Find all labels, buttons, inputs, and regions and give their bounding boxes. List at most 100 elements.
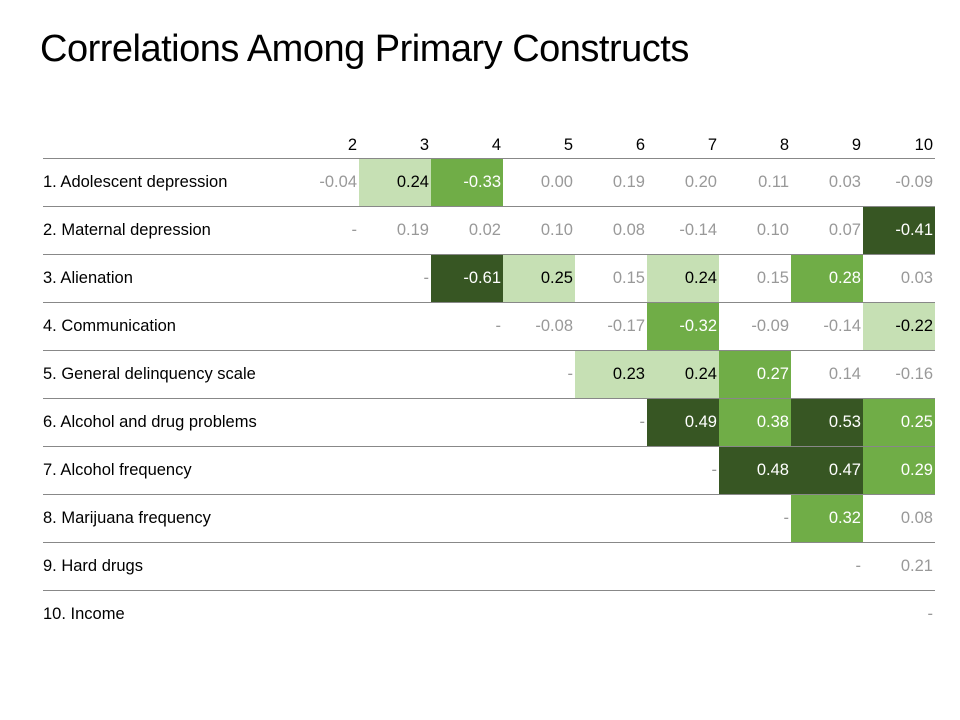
row-label: 5. General delinquency scale bbox=[43, 350, 287, 399]
table-row: 3. Alienation - -0.61 0.25 0.15 0.24 0.15 0.28 0… bbox=[43, 254, 935, 303]
correlation-cell: 0.49 bbox=[647, 398, 719, 447]
column-header: 2 bbox=[287, 132, 359, 159]
correlation-cell bbox=[359, 302, 431, 351]
correlation-cell: -0.14 bbox=[647, 206, 719, 255]
correlation-cell bbox=[287, 254, 359, 303]
correlation-cell: - bbox=[359, 254, 431, 303]
correlation-cell bbox=[503, 542, 575, 591]
correlation-cell: - bbox=[647, 446, 719, 495]
correlation-cell bbox=[431, 350, 503, 399]
correlation-cell bbox=[503, 591, 575, 639]
correlation-cell bbox=[431, 542, 503, 591]
correlation-cell: 0.25 bbox=[503, 254, 575, 303]
table-row: 9. Hard drugs -0.21 bbox=[43, 542, 935, 591]
correlation-cell bbox=[431, 494, 503, 543]
correlation-cell bbox=[359, 542, 431, 591]
correlation-cell: 0.23 bbox=[575, 350, 647, 399]
table-body: 1. Adolescent depression -0.04 0.24 -0.33 0.… bbox=[43, 158, 935, 639]
column-header: 5 bbox=[503, 132, 575, 159]
column-header: 10 bbox=[863, 132, 935, 159]
table-row: 2. Maternal depression -0.19 0.02 0.10 0.08-… bbox=[43, 206, 935, 255]
row-label: 7. Alcohol frequency bbox=[43, 446, 287, 495]
correlation-cell bbox=[647, 542, 719, 591]
correlation-cell: -0.14 bbox=[791, 302, 863, 351]
correlation-cell: -0.61 bbox=[431, 254, 503, 303]
correlation-cell: 0.15 bbox=[719, 254, 791, 303]
correlation-cell bbox=[359, 591, 431, 639]
correlation-cell bbox=[575, 446, 647, 495]
correlation-cell: 0.08 bbox=[575, 206, 647, 255]
table-row: 7. Alcohol frequency -0.48 0.47 0.29 bbox=[43, 446, 935, 495]
row-label: 8. Marijuana frequency bbox=[43, 494, 287, 543]
correlation-cell bbox=[575, 542, 647, 591]
correlation-cell: 0.14 bbox=[791, 350, 863, 399]
correlation-cell: 0.25 bbox=[863, 398, 935, 447]
column-header: 7 bbox=[647, 132, 719, 159]
correlation-cell: 0.19 bbox=[359, 206, 431, 255]
correlation-cell: -0.17 bbox=[575, 302, 647, 351]
correlation-cell: 0.15 bbox=[575, 254, 647, 303]
table-row: 6. Alcohol and drug problems -0.49 0.38 0.5… bbox=[43, 398, 935, 447]
table-row: 10. Income - bbox=[43, 591, 935, 639]
correlation-cell: -0.08 bbox=[503, 302, 575, 351]
correlation-cell: - bbox=[719, 494, 791, 543]
correlation-table: 2 3 4 5 6 7 8 9 10 1. Adolescent depression -0.04… bbox=[43, 132, 935, 638]
row-label: 4. Communication bbox=[43, 302, 287, 351]
correlation-cell: 0.20 bbox=[647, 158, 719, 207]
correlation-cell: 0.07 bbox=[791, 206, 863, 255]
row-label: 1. Adolescent depression bbox=[43, 158, 287, 207]
correlation-cell: 0.32 bbox=[791, 494, 863, 543]
correlation-cell: 0.29 bbox=[863, 446, 935, 495]
correlation-cell bbox=[287, 398, 359, 447]
correlation-cell bbox=[287, 494, 359, 543]
correlation-cell bbox=[647, 591, 719, 639]
header-label-spacer bbox=[43, 132, 287, 159]
correlation-cell: 0.53 bbox=[791, 398, 863, 447]
column-header: 6 bbox=[575, 132, 647, 159]
correlation-cell bbox=[503, 398, 575, 447]
correlation-cell: 0.28 bbox=[791, 254, 863, 303]
correlation-cell bbox=[719, 542, 791, 591]
correlation-cell: 0.47 bbox=[791, 446, 863, 495]
correlation-cell: 0.24 bbox=[647, 254, 719, 303]
correlation-cell: 0.08 bbox=[863, 494, 935, 543]
column-header: 8 bbox=[719, 132, 791, 159]
correlation-cell: 0.02 bbox=[431, 206, 503, 255]
correlation-cell: -0.04 bbox=[287, 158, 359, 207]
correlation-cell bbox=[359, 350, 431, 399]
row-label: 2. Maternal depression bbox=[43, 206, 287, 255]
correlation-cell: - bbox=[791, 542, 863, 591]
row-label: 3. Alienation bbox=[43, 254, 287, 303]
correlation-cell: -0.41 bbox=[863, 206, 935, 255]
correlation-cell: -0.32 bbox=[647, 302, 719, 351]
row-label: 10. Income bbox=[43, 605, 125, 623]
correlation-cell bbox=[287, 591, 359, 639]
column-header: 9 bbox=[791, 132, 863, 159]
table-row: 8. Marijuana frequency -0.32 0.08 bbox=[43, 494, 935, 543]
row-label: 9. Hard drugs bbox=[43, 542, 287, 591]
correlation-cell: - bbox=[431, 302, 503, 351]
correlation-cell: 0.11 bbox=[719, 158, 791, 207]
table-row: 1. Adolescent depression -0.04 0.24 -0.33 0.… bbox=[43, 158, 935, 207]
correlation-cell: - bbox=[927, 605, 934, 623]
column-header: 4 bbox=[431, 132, 503, 159]
correlation-cell bbox=[575, 591, 647, 639]
correlation-cell: -0.22 bbox=[863, 302, 935, 351]
correlation-cell bbox=[359, 446, 431, 495]
correlation-cell: - bbox=[503, 350, 575, 399]
correlation-cell bbox=[359, 494, 431, 543]
correlation-cell: 0.03 bbox=[863, 254, 935, 303]
correlation-cell bbox=[719, 591, 791, 639]
correlation-cell bbox=[647, 494, 719, 543]
correlation-cell: - bbox=[575, 398, 647, 447]
page-title: Correlations Among Primary Constructs bbox=[40, 28, 689, 70]
correlation-cell bbox=[575, 494, 647, 543]
correlation-cell bbox=[503, 494, 575, 543]
correlation-cell: 0.27 bbox=[719, 350, 791, 399]
correlation-cell: - bbox=[287, 206, 359, 255]
correlation-cell: 0.38 bbox=[719, 398, 791, 447]
correlation-cell: 0.03 bbox=[791, 158, 863, 207]
correlation-cell bbox=[791, 591, 863, 639]
correlation-cell: 0.10 bbox=[503, 206, 575, 255]
column-header: 3 bbox=[359, 132, 431, 159]
